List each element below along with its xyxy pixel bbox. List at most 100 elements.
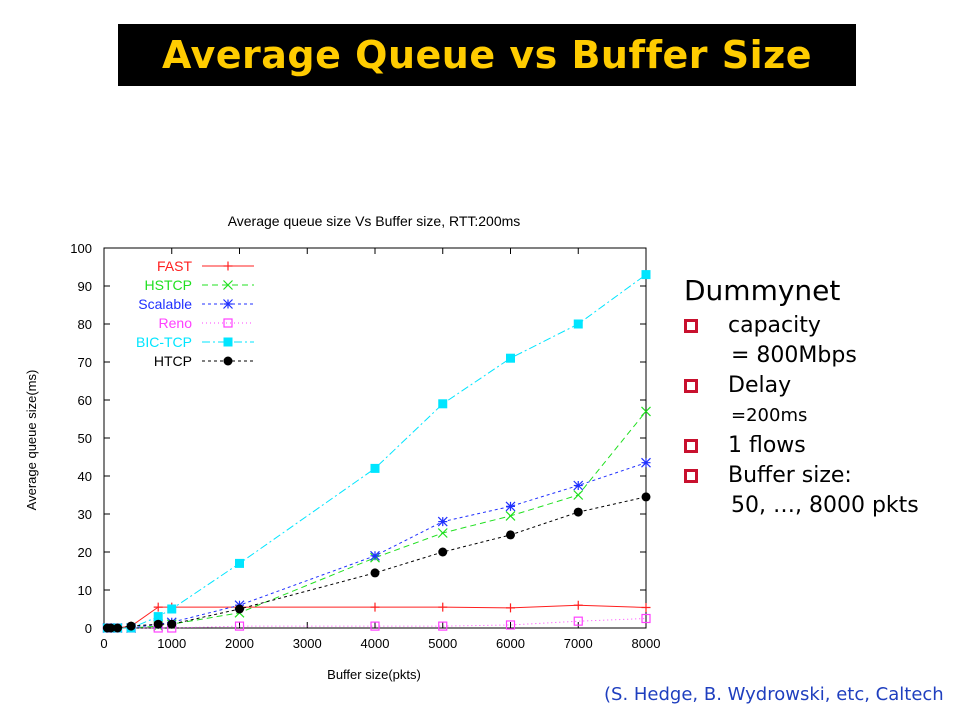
legend-label: BIC-TCP — [136, 334, 192, 350]
legend-label: Scalable — [138, 296, 192, 312]
data-point-hstcp — [573, 490, 584, 500]
legend-label: HSTCP — [145, 277, 192, 293]
bullet-item: 1 flows — [684, 431, 919, 461]
bullet-item: Delay =200ms — [684, 371, 919, 431]
data-point-fast — [438, 602, 448, 612]
x-tick-label: 3000 — [293, 636, 322, 651]
data-point-bic-tcp — [153, 612, 163, 622]
data-point-htcp — [106, 623, 116, 633]
data-point-bic-tcp — [370, 463, 380, 473]
square-bullet-icon — [684, 469, 698, 483]
legend-marker-bic-tcp — [223, 337, 233, 347]
x-tick-label: 1000 — [157, 636, 186, 651]
series-line-hstcp — [107, 411, 647, 629]
y-tick-label: 20 — [78, 545, 92, 560]
y-tick-label: 40 — [78, 469, 92, 484]
y-tick-label: 10 — [78, 583, 92, 598]
series-line-fast — [107, 604, 647, 629]
legend-label: Reno — [159, 315, 193, 331]
y-tick-label: 80 — [78, 317, 92, 332]
data-point-fast — [641, 602, 651, 612]
legend-marker-scalable — [223, 299, 233, 309]
data-point-scalable — [641, 457, 651, 468]
y-tick-label: 90 — [78, 279, 92, 294]
data-point-htcp — [506, 530, 515, 540]
bullet-list: Dummynet capacity = 800Mbps Delay =200ms… — [684, 274, 919, 521]
data-point-htcp — [126, 621, 136, 631]
x-axis-label: Buffer size(pkts) — [327, 667, 421, 682]
data-point-bic-tcp — [438, 399, 448, 409]
series-line-bic-tcp — [107, 274, 647, 629]
data-point-fast — [506, 603, 515, 613]
legend-marker-reno — [223, 318, 233, 328]
slide-title-bar: Average Queue vs Buffer Size — [118, 24, 856, 86]
bullet-item: Buffer size: 50, …, 8000 pkts — [684, 461, 919, 521]
data-point-scalable — [573, 480, 584, 491]
x-tick-label: 4000 — [361, 636, 390, 651]
y-tick-label: 0 — [85, 621, 92, 636]
bullet-heading: Dummynet — [684, 274, 841, 307]
legend-label: HTCP — [154, 353, 192, 369]
series-line-scalable — [107, 462, 647, 629]
data-point-scalable — [505, 501, 516, 512]
source-credit: (S. Hedge, B. Wydrowski, etc, Caltech — [604, 684, 944, 705]
data-point-hstcp — [641, 406, 651, 417]
data-point-bic-tcp — [235, 558, 244, 568]
series-line-reno — [107, 618, 647, 629]
bullet-text: Delay — [728, 373, 792, 398]
data-point-scalable — [437, 516, 448, 527]
data-point-bic-tcp — [573, 319, 583, 329]
bullet-continuation: = 800Mbps — [731, 343, 857, 368]
square-bullet-icon — [684, 379, 698, 393]
data-point-htcp — [113, 623, 123, 633]
legend-marker-hstcp — [223, 280, 233, 290]
square-bullet-icon — [684, 319, 698, 333]
data-point-htcp — [235, 604, 244, 614]
data-point-reno — [505, 620, 516, 630]
bullet-continuation: 50, …, 8000 pkts — [731, 493, 919, 518]
y-tick-label: 70 — [78, 355, 92, 370]
legend-marker-fast — [223, 261, 233, 271]
series-line-htcp — [107, 496, 647, 629]
data-point-bic-tcp — [167, 604, 177, 614]
legend-label: FAST — [157, 258, 192, 274]
bullet-text: Buffer size: — [728, 463, 852, 488]
data-point-fast — [573, 600, 583, 610]
x-tick-label: 2000 — [225, 636, 254, 651]
y-tick-label: 50 — [78, 431, 92, 446]
square-bullet-icon — [684, 439, 698, 453]
bullet-text: capacity — [728, 313, 821, 338]
x-tick-label: 6000 — [496, 636, 525, 651]
data-point-fast — [370, 602, 380, 612]
queue-chart: Average queue size Vs Buffer size, RTT:2… — [24, 213, 661, 682]
legend-marker-htcp — [223, 356, 233, 366]
data-point-htcp — [370, 568, 380, 578]
y-tick-label: 60 — [78, 393, 92, 408]
data-point-htcp — [438, 547, 448, 557]
y-tick-label: 100 — [70, 241, 92, 256]
data-point-htcp — [167, 619, 177, 629]
chart-title: Average queue size Vs Buffer size, RTT:2… — [228, 213, 521, 229]
x-tick-label: 8000 — [632, 636, 661, 651]
data-point-hstcp — [505, 510, 516, 521]
data-point-reno — [573, 616, 583, 626]
bullet-text: 1 flows — [728, 433, 806, 458]
data-point-reno — [234, 621, 245, 631]
x-tick-label: 5000 — [428, 636, 457, 651]
data-point-scalable — [370, 550, 380, 561]
y-tick-label: 30 — [78, 507, 92, 522]
bullet-item: capacity = 800Mbps — [684, 311, 919, 371]
x-tick-label: 0 — [100, 636, 107, 651]
data-point-htcp — [573, 507, 583, 517]
y-axis-label: Average queue size(ms) — [24, 370, 39, 511]
x-tick-label: 7000 — [564, 636, 593, 651]
data-point-fast — [153, 602, 163, 612]
data-point-htcp — [153, 619, 163, 629]
data-point-bic-tcp — [641, 270, 651, 280]
data-point-bic-tcp — [506, 353, 515, 363]
data-point-hstcp — [437, 528, 448, 538]
data-point-reno — [370, 621, 380, 631]
data-point-reno — [641, 613, 651, 624]
bullet-continuation: =200ms — [731, 405, 808, 426]
slide-title: Average Queue vs Buffer Size — [161, 33, 813, 77]
